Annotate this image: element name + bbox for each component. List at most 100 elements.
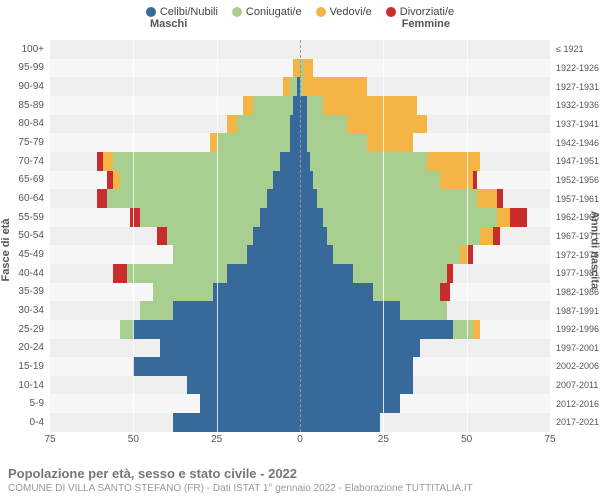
bar-segment (127, 264, 227, 283)
birth-tick: 1937-1941 (552, 115, 600, 134)
bar-segment (153, 283, 213, 302)
age-tick: 90-94 (0, 77, 48, 96)
bar-segment (317, 189, 477, 208)
bar-segment (200, 394, 300, 413)
bar-segment (140, 208, 260, 227)
bar-segment (510, 208, 527, 227)
pyramid-chart: Celibi/Nubili Coniugati/e Vedovi/e Divorzia… (0, 0, 600, 500)
bar-segment (300, 208, 323, 227)
birth-tick: 1977-1981 (552, 264, 600, 283)
birth-tick: 1962-1966 (552, 208, 600, 227)
bar-segment (167, 227, 254, 246)
bar-segment (453, 320, 473, 339)
age-tick: 35-39 (0, 283, 48, 302)
birth-tick: 1992-1996 (552, 320, 600, 339)
birth-tick: 1972-1976 (552, 245, 600, 264)
age-tick: 65-69 (0, 171, 48, 190)
age-tick: 100+ (0, 40, 48, 59)
legend-label: Vedovi/e (330, 6, 372, 18)
bar-segment (253, 96, 293, 115)
age-tick: 0-4 (0, 413, 48, 432)
bar-segment (440, 283, 450, 302)
chart-title: Popolazione per età, sesso e stato civil… (8, 466, 592, 481)
bar-segment (300, 357, 413, 376)
bar-segment (307, 96, 324, 115)
bar-segment (103, 152, 113, 171)
age-tick: 10-14 (0, 376, 48, 395)
birth-tick: 2007-2011 (552, 376, 600, 395)
bar-segment (253, 227, 300, 246)
bar-segment (323, 96, 416, 115)
bar-segment (213, 283, 300, 302)
bar-segment (97, 152, 104, 171)
age-tick: 30-34 (0, 301, 48, 320)
chart-footer: Popolazione per età, sesso e stato civil… (8, 466, 592, 494)
birth-tick: 1927-1931 (552, 77, 600, 96)
bar-segment (300, 301, 400, 320)
bar-segment (113, 152, 280, 171)
bar-segment (473, 320, 480, 339)
bar-segment (293, 59, 300, 78)
age-tick: 85-89 (0, 96, 48, 115)
bar-segment (300, 413, 380, 432)
age-tick: 50-54 (0, 227, 48, 246)
birth-tick: 2017-2021 (552, 413, 600, 432)
birth-tick: 2012-2016 (552, 394, 600, 413)
x-tick: 50 (128, 434, 139, 445)
bar-segment (113, 171, 120, 190)
age-tick: 45-49 (0, 245, 48, 264)
center-axis (300, 40, 301, 432)
birth-tick: 1947-1951 (552, 152, 600, 171)
age-tick: 95-99 (0, 59, 48, 78)
legend-item: Celibi/Nubili (146, 6, 218, 18)
bar-segment (300, 189, 317, 208)
bar-segment (300, 339, 420, 358)
bar-segment (497, 189, 504, 208)
x-tick: 25 (211, 434, 222, 445)
age-tick: 80-84 (0, 115, 48, 134)
bar-segment (310, 152, 427, 171)
bar-segment (347, 115, 427, 134)
label-females: Femmine (402, 18, 450, 30)
legend-label: Divorziati/e (400, 6, 454, 18)
birth-tick: 1922-1926 (552, 59, 600, 78)
bar-segment (300, 283, 373, 302)
bar-segment (140, 301, 173, 320)
bar-segment (400, 301, 447, 320)
bar-segment (107, 171, 114, 190)
bar-segment (300, 227, 327, 246)
bar-segment (300, 394, 400, 413)
x-tick: 50 (461, 434, 472, 445)
bar-segment (300, 320, 453, 339)
bar-segment (333, 245, 460, 264)
group-labels: Maschi Femmine (0, 18, 600, 34)
bar-segment (307, 133, 367, 152)
birth-tick: 1982-1986 (552, 283, 600, 302)
legend-swatch (232, 7, 242, 17)
age-tick: 60-64 (0, 189, 48, 208)
bar-segment (300, 376, 413, 395)
bar-segment (187, 376, 300, 395)
bar-segment (460, 245, 467, 264)
legend-label: Coniugati/e (246, 6, 302, 18)
bar-segment (260, 208, 300, 227)
bar-segment (447, 264, 454, 283)
bar-segment (290, 115, 300, 134)
bar-segment (300, 264, 353, 283)
legend-label: Celibi/Nubili (160, 6, 218, 18)
legend-item: Vedovi/e (316, 6, 372, 18)
bar-segment (313, 171, 440, 190)
bar-segment (267, 189, 300, 208)
bar-segment (173, 301, 300, 320)
legend: Celibi/Nubili Coniugati/e Vedovi/e Divorzia… (0, 0, 600, 18)
age-tick: 25-29 (0, 320, 48, 339)
bar-segment (367, 133, 414, 152)
birth-tick: 1942-1946 (552, 133, 600, 152)
age-tick: 15-19 (0, 357, 48, 376)
bar-segment (493, 227, 500, 246)
plot-area (50, 40, 550, 432)
chart-subtitle: COMUNE DI VILLA SANTO STEFANO (FR) - Dat… (8, 483, 592, 494)
bar-segment (280, 152, 300, 171)
label-males: Maschi (150, 18, 187, 30)
birth-tick: 1987-1991 (552, 301, 600, 320)
